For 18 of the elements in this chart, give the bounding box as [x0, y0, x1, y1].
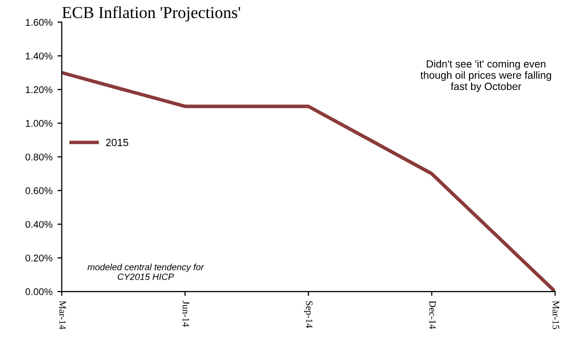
y-tick-label: 0.40%: [26, 220, 52, 228]
chart-title: ECB Inflation 'Projections': [62, 6, 240, 22]
y-tick-label: 0.60%: [26, 187, 52, 194]
x-tick-label: Dec-14: [429, 300, 436, 330]
legend-label: 2015: [106, 138, 128, 146]
y-tick-label: 0.20%: [26, 254, 52, 262]
annotation: Didn't see 'it' coming even though oil prices were falling fast by October: [420, 60, 552, 92]
y-tick-label: 0.00%: [26, 288, 52, 296]
x-tick-label: Mar-15: [552, 300, 560, 330]
y-tick-label: 0.80%: [26, 154, 52, 160]
x-tick-label: Mar-14: [59, 300, 66, 330]
y-tick-label: 1.20%: [26, 86, 52, 94]
annotation: modeled central tendency for CY2015 HICP: [88, 264, 204, 280]
y-tick-label: 1.40%: [26, 52, 52, 60]
x-tick-label: Jun-14: [182, 300, 190, 327]
y-tick-label: 1.00%: [26, 120, 52, 127]
x-tick-label: Sep-14: [304, 301, 313, 328]
y-tick-label: 1.60%: [26, 18, 52, 26]
